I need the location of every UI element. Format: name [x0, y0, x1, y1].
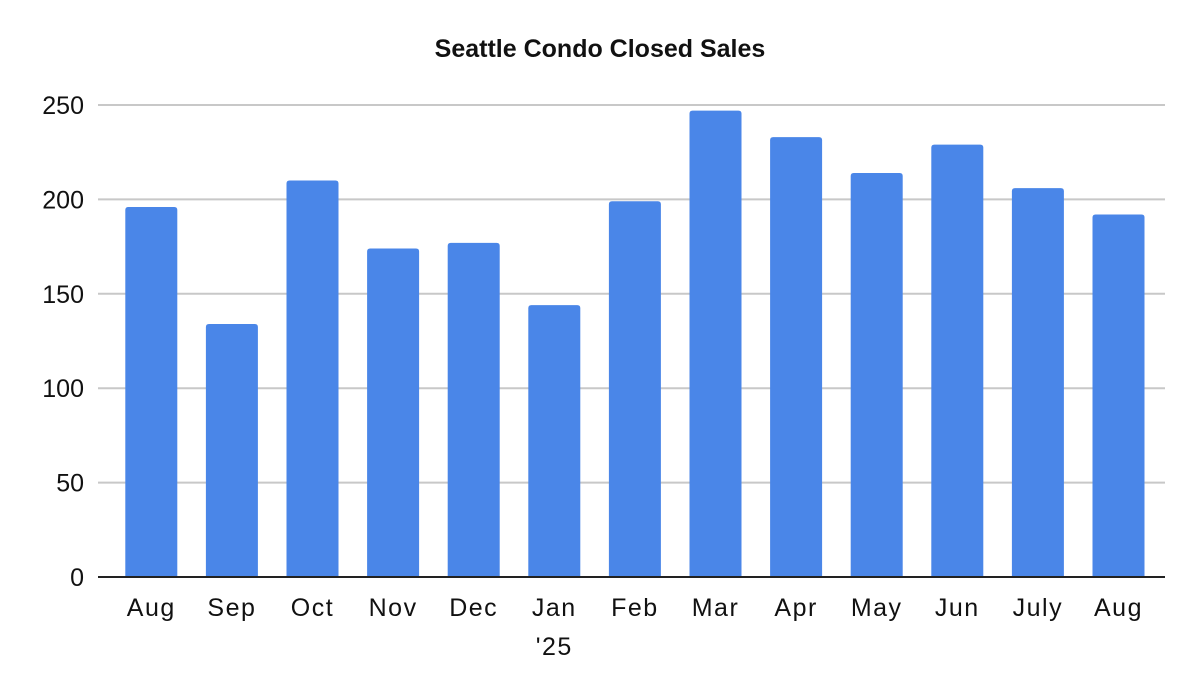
- bar: [205, 324, 258, 577]
- x-tick-label: Apr: [774, 594, 817, 622]
- bar: [125, 206, 178, 577]
- x-tick-label: Mar: [692, 594, 740, 622]
- x-tick-label: Jun: [935, 594, 980, 622]
- bar: [1011, 188, 1064, 577]
- y-tick-label: 50: [56, 470, 84, 498]
- y-tick-label: 100: [42, 375, 84, 403]
- x-tick-label: Aug: [1094, 594, 1143, 622]
- x-tick-label: July: [1013, 594, 1063, 622]
- bar: [1092, 214, 1145, 577]
- bar: [770, 137, 823, 577]
- x-tick-label: Aug: [127, 594, 176, 622]
- bar: [286, 180, 339, 577]
- bar: [447, 242, 500, 577]
- x-tick-label: May: [851, 594, 903, 622]
- x-tick-label: Sep: [207, 594, 256, 622]
- y-tick-label: 150: [42, 281, 84, 309]
- y-tick-labels: 0 50 100 150 200 250: [42, 92, 84, 592]
- bar: [608, 201, 661, 577]
- bar: [528, 305, 581, 577]
- x-tick-label: Nov: [369, 594, 418, 622]
- chart-title: Seattle Condo Closed Sales: [435, 35, 766, 63]
- bar: [689, 110, 742, 577]
- x-tick-label: Oct: [291, 594, 334, 622]
- y-tick-label: 200: [42, 186, 84, 214]
- bar: [367, 248, 420, 577]
- x-tick-label: Feb: [611, 594, 659, 622]
- y-tick-label: 0: [70, 564, 84, 592]
- bar: [850, 172, 903, 577]
- bar: [931, 144, 984, 577]
- x-tick-labels: Aug Sep Oct Nov Dec Jan '25 Feb Mar Apr May Jun July…: [127, 594, 1143, 661]
- y-tick-label: 250: [42, 92, 84, 120]
- x-tick-label: Dec: [449, 594, 498, 622]
- x-tick-label: Jan '25: [532, 594, 577, 661]
- bars: [125, 110, 1145, 577]
